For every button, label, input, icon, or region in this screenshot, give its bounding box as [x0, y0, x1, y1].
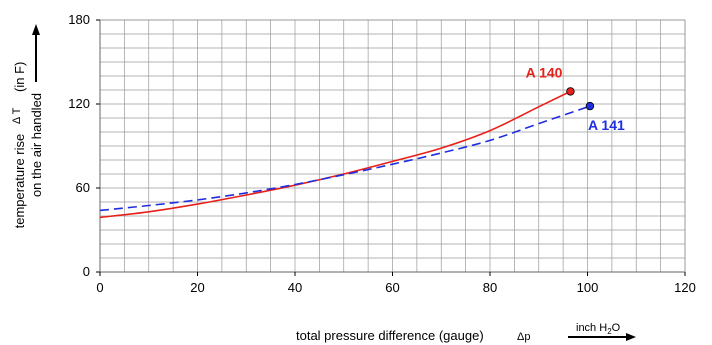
x-axis-symbol: Δp	[517, 331, 530, 343]
y-axis-arrow	[32, 24, 40, 82]
series-group: A 140 A 141	[99, 64, 625, 219]
series-label-a-141: A 141	[588, 117, 625, 133]
svg-text:temperature rise Δ T: temperature rise Δ T (in F)	[8, 62, 27, 229]
grid	[100, 20, 685, 272]
y-axis-label-line2: on the air handled	[29, 93, 44, 197]
y-tick-label: 0	[83, 264, 90, 279]
y-tick-label: 120	[68, 96, 90, 111]
x-tick-labels: 0 20 40 60 80 100 120	[96, 272, 696, 295]
y-tick-label: 60	[76, 180, 90, 195]
x-tick-label: 40	[288, 280, 302, 295]
series-end-marker-a-140	[566, 87, 575, 96]
y-axis-symbol: Δ T	[11, 107, 23, 124]
series-line-a-141	[99, 105, 591, 212]
y-axis-label-line1: temperature rise	[12, 134, 27, 229]
y-axis-unit: (in F)	[12, 62, 27, 92]
x-axis-unit-prefix: inch H	[576, 322, 607, 334]
x-axis-unit-suffix: O	[612, 322, 621, 334]
series-line-a-140	[99, 90, 571, 219]
x-tick-label: 0	[96, 280, 103, 295]
x-axis-label: total pressure difference (gauge)	[296, 328, 484, 343]
series-label-a-140: A 140	[526, 64, 563, 80]
y-tick-labels: 0 60 120 180	[68, 12, 100, 279]
y-axis-label-line2-group: on the air handled	[29, 93, 44, 197]
x-tick-label: 100	[577, 280, 599, 295]
x-tick-label: 80	[483, 280, 497, 295]
x-tick-label: 20	[190, 280, 204, 295]
y-axis-label-line1-group: temperature rise Δ T (in F)	[8, 62, 27, 229]
y-tick-label: 180	[68, 12, 90, 27]
x-tick-label: 120	[674, 280, 696, 295]
x-tick-label: 60	[385, 280, 399, 295]
series-end-marker-a-141	[585, 101, 595, 111]
x-axis-unit-subscript: 2	[607, 327, 612, 336]
x-axis-unit: inch H2O	[576, 322, 621, 336]
x-axis-arrow	[568, 333, 636, 341]
